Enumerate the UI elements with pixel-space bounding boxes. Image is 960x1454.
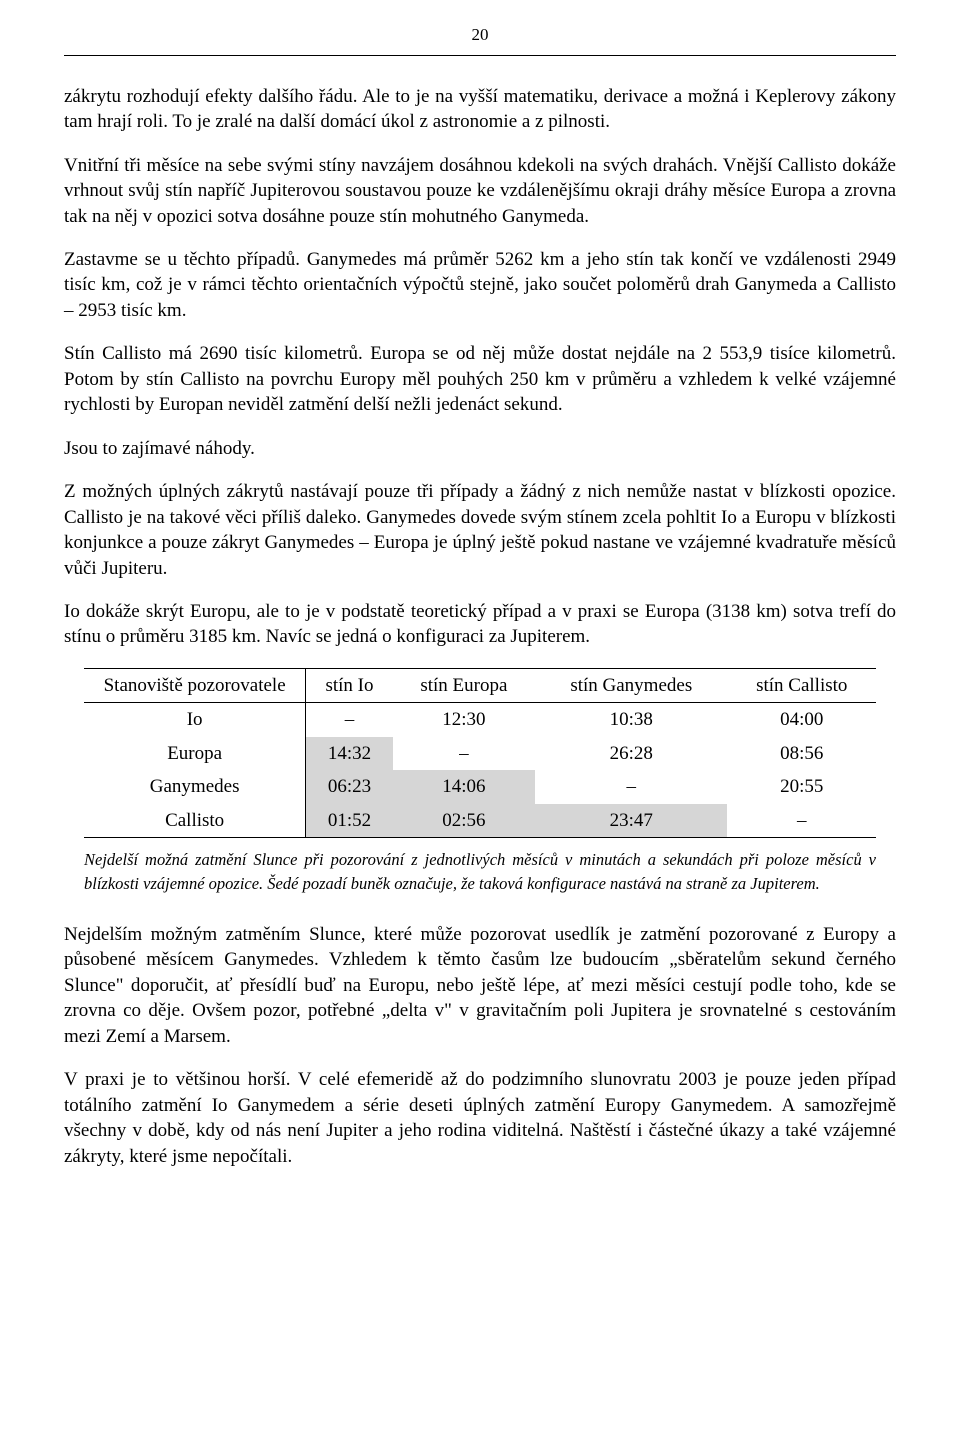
table-cell: 23:47 bbox=[535, 804, 727, 837]
paragraph: Nejdelším možným zatměním Slunce, které … bbox=[64, 922, 896, 1049]
table-row: Callisto01:5202:5623:47– bbox=[84, 804, 876, 837]
table-cell: 04:00 bbox=[727, 703, 876, 737]
paragraph: Stín Callisto má 2690 tisíc kilometrů. E… bbox=[64, 341, 896, 417]
table-header: stín Europa bbox=[393, 669, 535, 703]
header-rule bbox=[64, 55, 896, 56]
page-number: 20 bbox=[64, 24, 896, 47]
table-header: stín Callisto bbox=[727, 669, 876, 703]
table-cell: 26:28 bbox=[535, 737, 727, 770]
table-header: Stanoviště pozorovatele bbox=[84, 669, 306, 703]
paragraph: V praxi je to většinou horší. V celé efe… bbox=[64, 1067, 896, 1169]
table-cell: 10:38 bbox=[535, 703, 727, 737]
table-cell: 06:23 bbox=[306, 770, 393, 803]
table-cell: 08:56 bbox=[727, 737, 876, 770]
table-row: Ganymedes06:2314:06–20:55 bbox=[84, 770, 876, 803]
eclipse-table: Stanoviště pozorovatele stín Io stín Eur… bbox=[84, 668, 876, 838]
table-header: stín Io bbox=[306, 669, 393, 703]
paragraph: Jsou to zajímavé náhody. bbox=[64, 436, 896, 461]
table-cell: 02:56 bbox=[393, 804, 535, 837]
table-cell: 12:30 bbox=[393, 703, 535, 737]
row-label: Io bbox=[84, 703, 306, 737]
table-caption: Nejdelší možná zatmění Slunce při pozoro… bbox=[84, 848, 876, 896]
table-cell: 14:32 bbox=[306, 737, 393, 770]
table-row: Io–12:3010:3804:00 bbox=[84, 703, 876, 737]
table-row: Europa14:32–26:2808:56 bbox=[84, 737, 876, 770]
paragraph: Z možných úplných zákrytů nastávají pouz… bbox=[64, 479, 896, 581]
row-label: Ganymedes bbox=[84, 770, 306, 803]
row-label: Callisto bbox=[84, 804, 306, 837]
paragraph: Zastavme se u těchto případů. Ganymedes … bbox=[64, 247, 896, 323]
row-label: Europa bbox=[84, 737, 306, 770]
table-header: stín Ganymedes bbox=[535, 669, 727, 703]
table-cell: – bbox=[306, 703, 393, 737]
table-cell: – bbox=[393, 737, 535, 770]
table-cell: – bbox=[535, 770, 727, 803]
table-cell: 01:52 bbox=[306, 804, 393, 837]
table-cell: 20:55 bbox=[727, 770, 876, 803]
paragraph: zákrytu rozhodují efekty dalšího řádu. A… bbox=[64, 84, 896, 135]
paragraph: Io dokáže skrýt Europu, ale to je v pods… bbox=[64, 599, 896, 650]
paragraph: Vnitřní tři měsíce na sebe svými stíny n… bbox=[64, 153, 896, 229]
table-cell: 14:06 bbox=[393, 770, 535, 803]
table-cell: – bbox=[727, 804, 876, 837]
